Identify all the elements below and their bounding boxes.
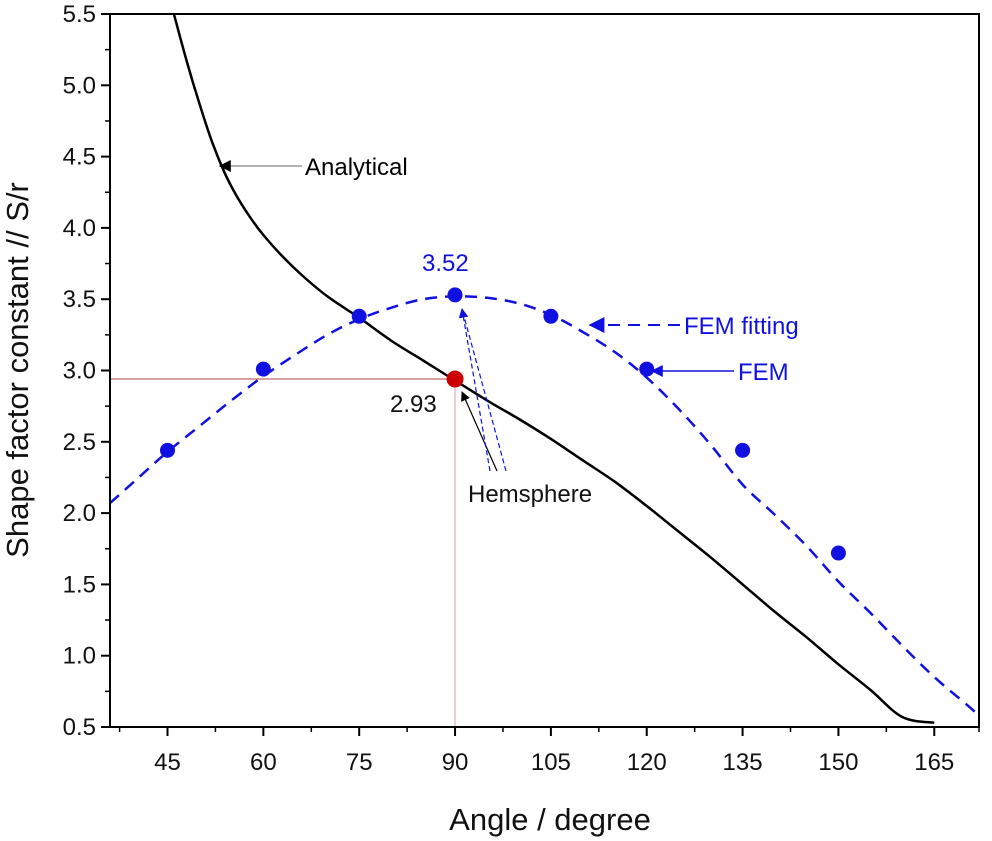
x-tick-label: 75 (346, 749, 373, 776)
x-tick-label: 105 (531, 749, 571, 776)
fem-point (830, 545, 846, 561)
hemisphere-label: Hemsphere (468, 481, 592, 508)
x-tick-label: 45 (154, 749, 181, 776)
fem-point (735, 442, 751, 458)
fem-point (543, 308, 559, 324)
annotations: Analytical FEM fitting FEM 3.52 2.93 Hem… (218, 154, 799, 508)
fem-label: FEM (738, 359, 789, 386)
hemisphere-arrow-to-analytical (461, 391, 498, 472)
analytical-label: Analytical (305, 154, 408, 181)
y-tick-label: 1.5 (63, 571, 96, 598)
y-tick-label: 3.0 (63, 358, 96, 385)
hemisphere-value-label: 2.93 (390, 391, 437, 418)
plot-frame (109, 13, 980, 728)
y-tick-label: 4.5 (63, 144, 96, 171)
y-tick-label: 3.5 (63, 286, 96, 313)
y-axis-title: Shape factor constant // S/r (0, 182, 35, 558)
analytical-curve (172, 14, 935, 724)
y-tick-label: 0.5 (63, 714, 96, 741)
x-tick-label: 60 (250, 749, 277, 776)
fem-point (447, 287, 463, 303)
y-tick-label: 2.0 (63, 500, 96, 527)
fem-fitting-label: FEM fitting (684, 313, 799, 340)
hemisphere-reference-lines (110, 378, 456, 727)
max-value-label: 3.52 (422, 250, 469, 277)
y-tick-label: 5.5 (63, 1, 96, 28)
fem-point (160, 442, 176, 458)
x-tick-label: 120 (627, 749, 667, 776)
y-tick-label: 1.0 (63, 643, 96, 670)
y-tick-label: 5.0 (63, 72, 96, 99)
fem-point (351, 308, 367, 324)
fem-markers (160, 287, 846, 561)
x-tick-label: 135 (723, 749, 763, 776)
hemisphere-point (446, 370, 464, 388)
hemisphere-arrow-to-fem-a (458, 308, 491, 472)
y-tick-label: 4.0 (63, 215, 96, 242)
fem-point (255, 361, 271, 377)
hemisphere-arrow-to-fem-b (461, 308, 507, 472)
x-tick-label: 150 (818, 749, 858, 776)
x-axis-title: Angle / degree (449, 802, 651, 837)
x-tick-label: 90 (442, 749, 469, 776)
fem-point (639, 361, 655, 377)
x-tick-label: 165 (914, 749, 954, 776)
y-tick-label: 2.5 (63, 429, 96, 456)
